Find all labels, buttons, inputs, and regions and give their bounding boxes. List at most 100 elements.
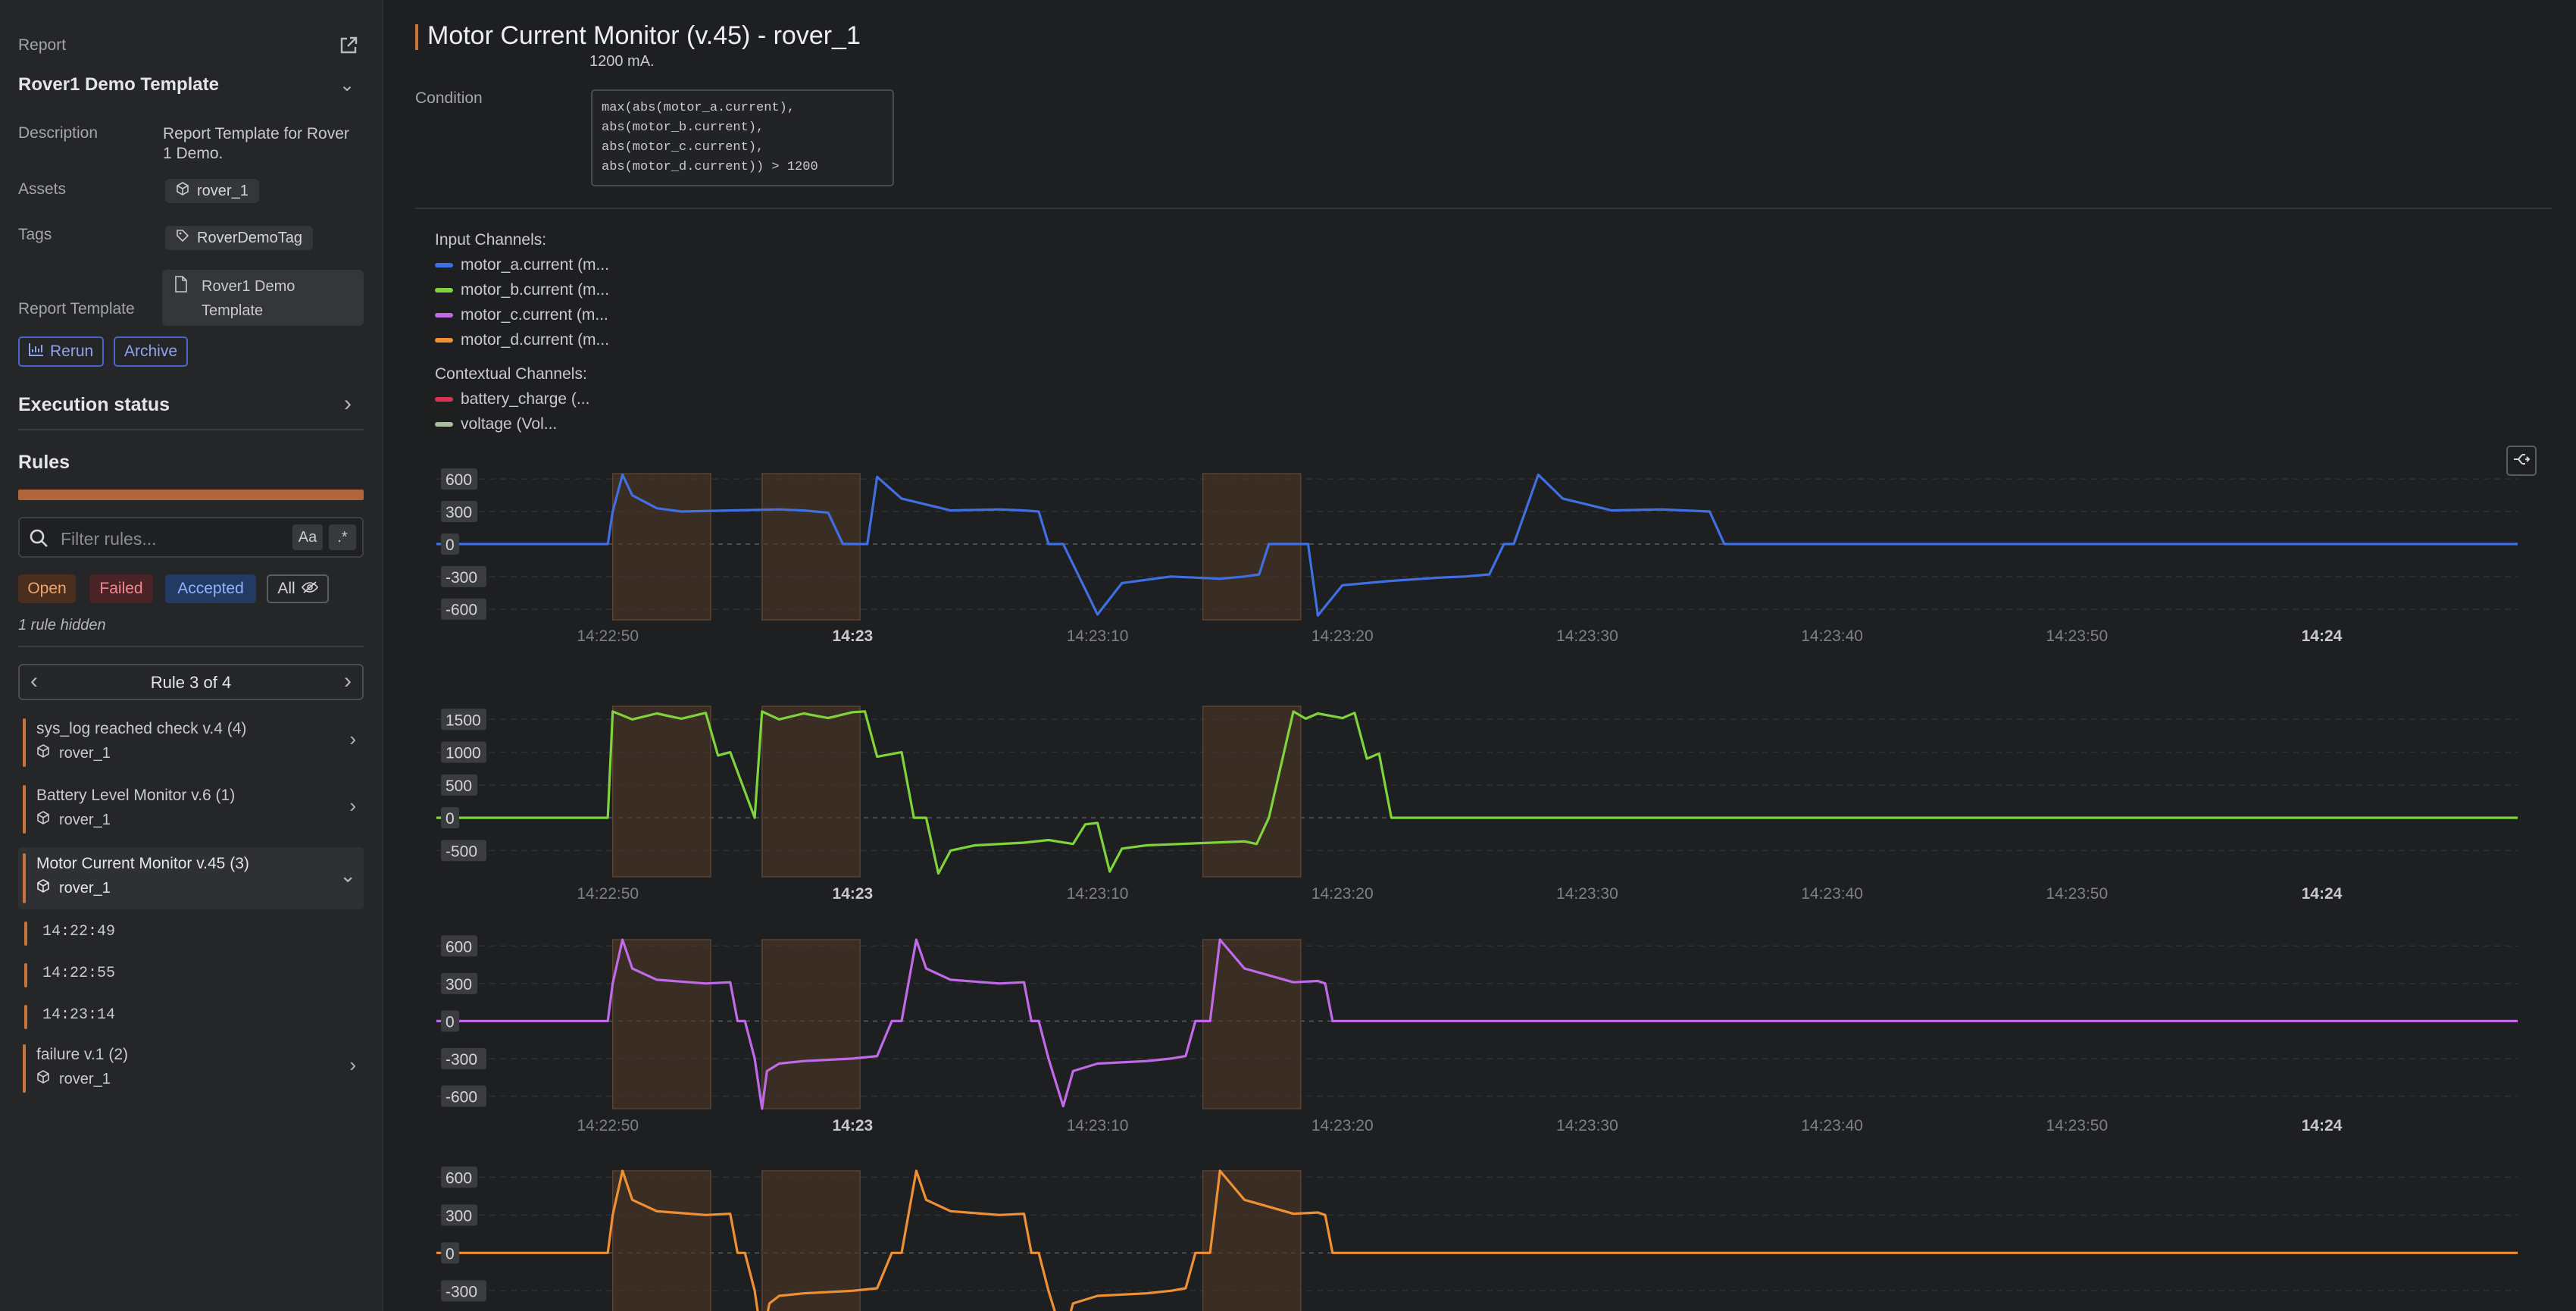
case-sensitive-toggle[interactable]: Aa xyxy=(292,524,323,550)
rules-label: Rules xyxy=(18,452,70,473)
x-tick-label: 14:23:50 xyxy=(2046,1117,2108,1134)
legend-item[interactable]: motor_a.current (m... xyxy=(435,256,609,274)
y-tick-label: 300 xyxy=(445,504,472,521)
share-axis-button[interactable] xyxy=(2506,446,2537,476)
archive-button[interactable]: Archive xyxy=(114,336,189,367)
tag-icon xyxy=(176,229,189,247)
search-icon xyxy=(29,528,48,552)
execution-status-label[interactable]: Execution status xyxy=(18,394,170,415)
y-tick-bg xyxy=(441,1085,486,1107)
report-template-value: Rover1 Demo Template xyxy=(202,278,295,319)
legend-item[interactable]: battery_charge (... xyxy=(435,390,589,408)
x-tick-label: 14:22:50 xyxy=(577,627,639,645)
x-tick-label: 14:23:20 xyxy=(1311,627,1374,645)
filter-open[interactable]: Open xyxy=(18,574,76,603)
event-item[interactable]: 14:23:14 xyxy=(24,1005,115,1029)
divider xyxy=(18,646,364,647)
highlight-region xyxy=(611,939,711,1109)
rule-item-selected[interactable]: Motor Current Monitor v.45 (3) rover_1 ⌄ xyxy=(18,847,364,909)
cube-icon xyxy=(176,182,189,200)
x-tick-label: 14:23:40 xyxy=(1801,885,1863,903)
filter-all[interactable]: All xyxy=(267,574,329,603)
chevron-down-icon: ⌄ xyxy=(339,864,356,887)
legend-label: voltage (Vol... xyxy=(461,415,558,433)
report-template-card[interactable]: Rover1 Demo Template xyxy=(162,270,364,326)
y-tick-bg xyxy=(441,1047,486,1069)
y-tick-bg xyxy=(441,840,486,862)
filter-failed[interactable]: Failed xyxy=(89,574,153,603)
event-item[interactable]: 14:22:55 xyxy=(24,963,116,987)
y-tick-bg xyxy=(441,807,459,829)
y-tick-bg xyxy=(441,1242,459,1264)
filter-accepted[interactable]: Accepted xyxy=(165,574,256,603)
asset-pill[interactable]: rover_1 xyxy=(165,179,259,203)
legend-item[interactable]: voltage (Vol... xyxy=(435,415,557,433)
x-tick-label: 14:23:30 xyxy=(1556,627,1618,645)
archive-label: Archive xyxy=(124,343,178,360)
y-tick-label: 300 xyxy=(445,1207,472,1225)
x-tick-label: 14:23:50 xyxy=(2046,627,2108,645)
rerun-button[interactable]: Rerun xyxy=(18,336,105,367)
rule-title: sys_log reached check v.4 (4) xyxy=(36,720,247,737)
legend-swatch xyxy=(435,288,453,293)
title-accent xyxy=(415,24,418,50)
y-tick-label: 600 xyxy=(445,1169,472,1187)
x-tick-label: 14:23 xyxy=(833,627,874,645)
legend-item[interactable]: motor_b.current (m... xyxy=(435,281,609,299)
filter-placeholder: Filter rules... xyxy=(61,529,157,549)
legend-label: motor_d.current (m... xyxy=(461,331,610,349)
chevron-down-icon[interactable]: ⌄ xyxy=(339,75,355,95)
x-tick-label: 14:23:10 xyxy=(1067,1117,1129,1134)
highlight-region xyxy=(611,706,711,878)
condition-line: abs(motor_d.current)) > 1200 xyxy=(602,160,818,174)
y-tick-bg xyxy=(441,565,486,587)
x-tick-label: 14:24 xyxy=(2302,885,2343,903)
y-tick-bg xyxy=(441,741,486,763)
tag-pill[interactable]: RoverDemoTag xyxy=(165,226,313,250)
y-tick-label: -300 xyxy=(445,1283,477,1300)
highlight-region xyxy=(611,473,711,621)
y-tick-bg xyxy=(441,709,486,731)
y-tick-label: 500 xyxy=(445,778,472,795)
cube-icon xyxy=(36,811,50,829)
x-tick-label: 14:23:50 xyxy=(2046,885,2108,903)
x-tick-label: 14:24 xyxy=(2302,1117,2343,1134)
highlight-region xyxy=(1202,939,1302,1109)
rule-title: Motor Current Monitor v.45 (3) xyxy=(36,855,249,872)
y-tick-label: 0 xyxy=(445,537,455,554)
regex-toggle[interactable]: .* xyxy=(329,524,356,550)
rule-pager: ‹ Rule 3 of 4 › xyxy=(18,664,364,700)
event-time: 14:22:55 xyxy=(42,965,116,982)
y-tick-bg xyxy=(441,774,477,796)
x-tick-label: 14:22:50 xyxy=(577,885,639,903)
y-tick-label: 0 xyxy=(445,1013,455,1031)
x-tick-label: 14:23:30 xyxy=(1556,885,1618,903)
condition-line: abs(motor_c.current), xyxy=(602,140,764,155)
x-tick-label: 14:23:10 xyxy=(1067,627,1129,645)
y-tick-label: -600 xyxy=(445,602,477,619)
chevron-right-icon[interactable]: › xyxy=(344,391,352,416)
rule-item[interactable]: Battery Level Monitor v.6 (1) rover_1 › xyxy=(18,779,364,840)
highlight-region xyxy=(761,473,861,621)
event-item[interactable]: 14:22:49 xyxy=(24,921,116,946)
y-tick-label: 0 xyxy=(445,810,455,828)
filter-rules-input[interactable]: Filter rules... Aa .* xyxy=(18,517,364,558)
main-panel: Motor Current Monitor (v.45) - rover_1 1… xyxy=(385,0,2576,1311)
series-line xyxy=(436,1169,2518,1311)
event-time: 14:22:49 xyxy=(42,923,116,940)
chevron-left-icon[interactable]: ‹ xyxy=(30,668,38,693)
rule-item[interactable]: sys_log reached check v.4 (4) rover_1 › xyxy=(18,712,364,773)
rule-item[interactable]: failure v.1 (2) rover_1 › xyxy=(18,1038,364,1099)
report-label: Report xyxy=(18,36,67,54)
contextual-channels-label: Contextual Channels: xyxy=(435,365,587,383)
highlight-region xyxy=(1202,473,1302,621)
external-link-icon[interactable] xyxy=(338,35,359,60)
rerun-label: Rerun xyxy=(50,343,94,360)
rule-asset: rover_1 xyxy=(59,811,111,828)
chevron-right-icon[interactable]: › xyxy=(344,668,352,693)
legend-item[interactable]: motor_c.current (m... xyxy=(435,306,608,324)
y-tick-label: -300 xyxy=(445,569,477,587)
x-tick-label: 14:23:20 xyxy=(1311,1117,1374,1134)
rule-asset: rover_1 xyxy=(59,879,111,896)
legend-item[interactable]: motor_d.current (m... xyxy=(435,331,609,349)
